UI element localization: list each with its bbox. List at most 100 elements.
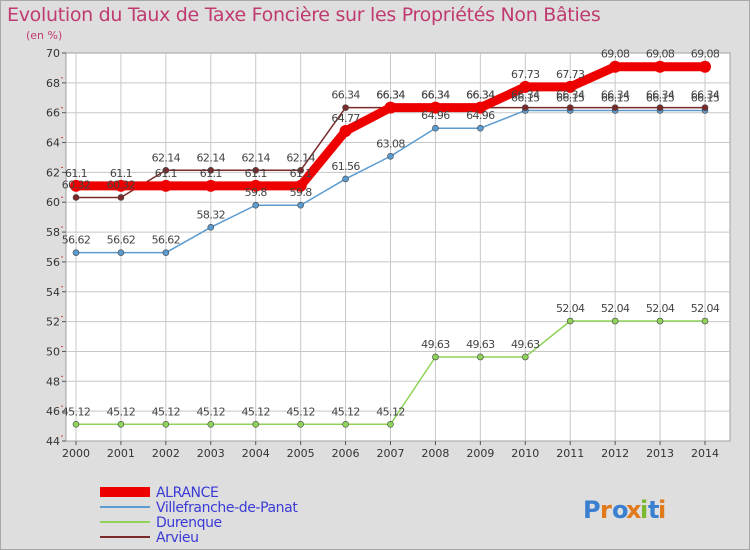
data-point [162,249,170,256]
data-label: 66.34 [421,89,450,102]
data-label: 61.1 [200,167,222,180]
x-tick-label: 2005 [287,447,315,460]
x-tick-label: 2003 [197,447,225,460]
data-label: 62.14 [286,151,315,164]
logo-letter: t [648,496,659,524]
legend-label: Arvieu [156,530,199,546]
data-point [611,104,619,111]
logo-letter: r [600,496,612,524]
x-tick-label: 2000 [62,447,90,460]
logo-letter: x [626,496,642,524]
data-label: 56.62 [107,234,136,247]
x-tick-label: 2012 [601,447,629,460]
data-point [117,420,125,428]
y-tick-label: 44 [46,435,60,448]
x-tick-label: 2014 [691,447,719,460]
data-point [609,60,622,73]
data-point [474,101,487,114]
data-point [297,201,304,209]
data-label: 61.1 [155,167,177,180]
x-tick-label: 2009 [466,447,494,460]
logo-letter: o [612,496,629,524]
data-label: 69.08 [691,48,720,61]
data-label: 45.12 [62,405,91,418]
data-label: 66.34 [556,89,585,102]
data-label: 61.1 [65,167,87,180]
data-label: 56.62 [62,234,91,247]
data-point [566,317,574,325]
data-point [114,179,127,192]
data-point [162,420,170,428]
data-point [117,194,125,201]
data-point [656,317,664,325]
data-label: 56.62 [152,234,181,247]
data-label: 64.77 [331,112,360,125]
data-label: 58.32 [197,208,226,221]
data-point [207,166,215,174]
data-label: 59.8 [290,186,313,199]
data-label: 66.34 [646,89,675,102]
data-label: 66.15 [556,91,585,104]
data-point [699,60,711,73]
y-tick-label: 66 [46,107,60,120]
data-label: 66.34 [376,89,405,102]
data-label: 66.15 [646,91,675,104]
series-layer [70,60,711,428]
legend-swatch [100,536,150,538]
x-tick-label: 2001 [107,447,135,460]
data-label: 61.1 [245,167,267,180]
data-label: 49.63 [466,338,495,351]
data-point [252,201,260,209]
logo-letter: i [640,496,648,524]
data-label: 45.12 [197,405,226,418]
data-label: 52.04 [556,302,585,315]
data-label: 66.15 [601,91,630,104]
data-label: 61.56 [331,160,360,173]
data-point [566,104,574,111]
data-label: 69.08 [601,48,630,61]
data-point [339,125,352,138]
x-tick-label: 2007 [377,447,405,460]
legend-swatch [100,506,150,508]
data-point [249,179,262,192]
data-label: 45.12 [286,405,315,418]
data-point [162,166,170,174]
data-point [72,249,80,256]
y-tick-label: 50 [46,345,60,358]
data-label: 45.12 [331,405,360,418]
data-label: 66.34 [331,89,360,102]
plot-area [65,52,731,442]
data-label: 62.14 [241,151,270,164]
data-point [342,104,349,111]
y-tick-label: 70 [46,47,60,60]
data-point [204,179,217,192]
legend-label: Villefranche-de-Panat [156,500,298,516]
data-point [477,353,484,361]
data-label: 66.34 [601,89,630,102]
data-label: 45.12 [107,405,136,418]
data-label: 66.34 [376,89,405,102]
data-point [564,80,577,93]
data-label: 64.96 [421,109,450,122]
data-point [70,179,82,192]
data-point [387,420,394,428]
data-point [207,420,215,428]
legend-swatch [100,521,150,523]
legend-label: Durenque [156,515,222,531]
data-point [654,60,667,73]
data-point [294,179,307,192]
data-point [611,317,619,325]
legend: ALRANCEVillefranche-de-PanatDurenqueArvi… [100,485,299,546]
data-label: 52.04 [646,302,675,315]
data-point [117,249,125,256]
data-point [342,420,349,428]
data-point [477,124,484,132]
data-label: 49.63 [421,338,450,351]
data-label: 45.12 [241,405,270,418]
data-label: 60.32 [62,178,91,191]
data-point [72,194,80,201]
data-point [297,166,304,174]
legend-swatch [100,487,150,497]
